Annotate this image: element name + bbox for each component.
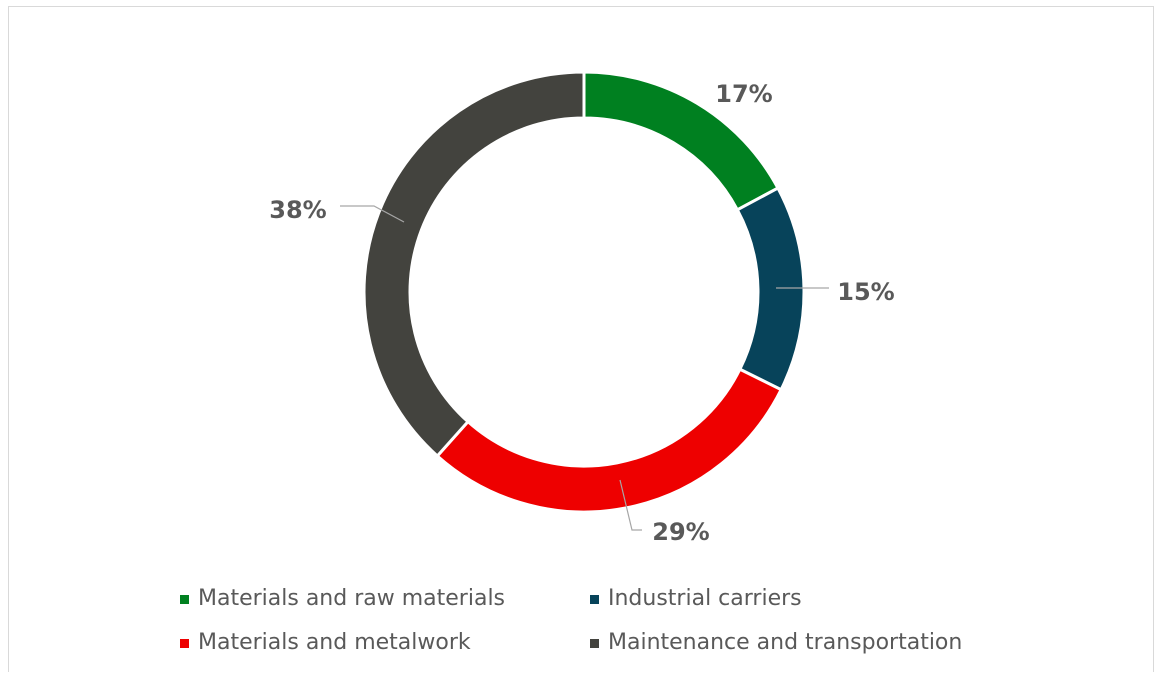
donut-slice (362, 70, 586, 459)
data-labels: 17% 15% 29% 38% (269, 80, 894, 546)
donut-slice (735, 186, 806, 392)
leader-lines (340, 205, 829, 531)
legend-label: Materials and metalwork (198, 630, 471, 655)
leader-line (619, 479, 642, 531)
data-label: 29% (652, 518, 709, 546)
data-label: 17% (715, 80, 772, 108)
legend-swatch (180, 638, 189, 648)
legend-item-maintenance-transportation: Maintenance and transportation (590, 630, 1070, 656)
chart-legend: Materials and raw materials Industrial c… (180, 586, 1080, 656)
legend-swatch (590, 594, 599, 604)
leader-line (340, 205, 405, 223)
legend-item-materials-raw: Materials and raw materials (180, 586, 590, 612)
legend-label: Materials and raw materials (198, 586, 506, 611)
legend-swatch (180, 594, 189, 604)
data-label: 15% (837, 278, 894, 306)
donut-slice (435, 367, 784, 514)
data-label: 38% (269, 196, 326, 224)
legend-label: Maintenance and transportation (608, 630, 963, 655)
legend-item-industrial-carriers: Industrial carriers (590, 586, 1070, 612)
legend-label: Industrial carriers (608, 586, 802, 611)
donut-slices (362, 70, 806, 514)
legend-swatch (590, 638, 599, 648)
legend-item-materials-metalwork: Materials and metalwork (180, 630, 590, 656)
